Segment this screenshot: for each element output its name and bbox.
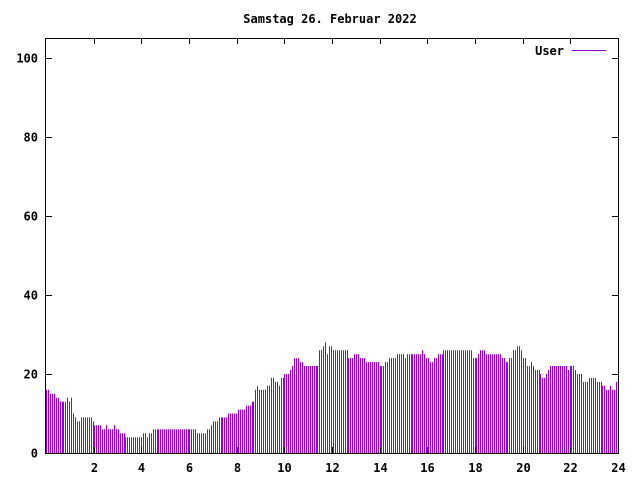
x-tick-label: 24 xyxy=(611,461,625,475)
y-tick-label: 80 xyxy=(24,131,38,145)
x-tick-label: 22 xyxy=(563,461,577,475)
y-tick-label: 20 xyxy=(24,368,38,382)
x-tick-label: 2 xyxy=(91,461,98,475)
legend: User xyxy=(535,44,606,58)
axis-ticks xyxy=(46,38,619,454)
x-tick-label: 4 xyxy=(138,461,145,475)
chart-title: Samstag 26. Februar 2022 xyxy=(243,12,416,26)
y-tick-label: 0 xyxy=(31,447,38,461)
legend-label: User xyxy=(535,44,564,58)
x-tick-label: 12 xyxy=(325,461,339,475)
x-tick-label: 18 xyxy=(468,461,482,475)
y-tick-label: 60 xyxy=(24,210,38,224)
x-tick-label: 8 xyxy=(234,461,241,475)
plot-frame xyxy=(45,38,619,454)
data-bars xyxy=(46,342,617,453)
x-tick-label: 14 xyxy=(373,461,387,475)
y-tick-label: 100 xyxy=(16,52,38,66)
x-tick-label: 6 xyxy=(186,461,193,475)
y-tick-label: 40 xyxy=(24,289,38,303)
x-tick-label: 10 xyxy=(277,461,291,475)
x-tick-labels: 2 4 6 8 10 12 14 16 18 20 22 24 xyxy=(91,461,626,475)
x-tick-label: 16 xyxy=(420,461,434,475)
x-tick-label: 20 xyxy=(516,461,530,475)
y-tick-labels: 0 20 40 60 80 100 xyxy=(16,52,38,461)
